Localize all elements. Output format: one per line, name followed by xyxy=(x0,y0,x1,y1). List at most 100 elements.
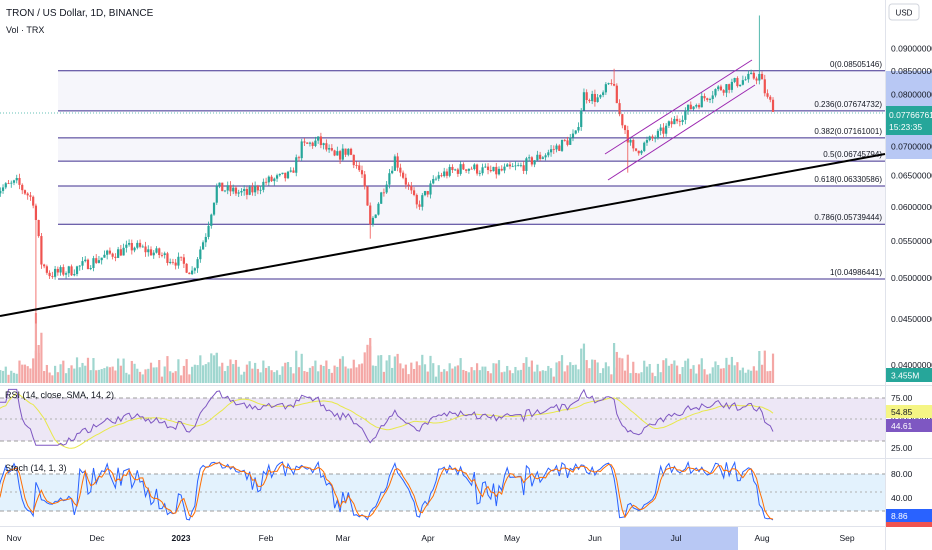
volume-bar xyxy=(632,361,635,383)
volume-bar xyxy=(43,370,46,383)
volume-bar xyxy=(210,353,213,383)
volume-bar xyxy=(610,374,613,383)
candle-body xyxy=(210,214,213,226)
volume-bar xyxy=(769,370,772,383)
volume-bar xyxy=(640,372,643,383)
volume-bar xyxy=(201,365,205,383)
volume-bar xyxy=(522,363,525,383)
volume-bar xyxy=(295,350,298,383)
candle-body xyxy=(15,177,18,181)
candle-body xyxy=(317,136,320,141)
volume-bar xyxy=(423,364,427,383)
candle-body xyxy=(196,259,199,269)
time-axis[interactable]: Nov Dec 2023 Feb Mar Apr May Jun Jul Aug Sep xyxy=(6,533,854,543)
candle-body xyxy=(92,258,95,269)
trendline[interactable] xyxy=(0,153,886,317)
candle-body xyxy=(136,242,139,248)
candle-body xyxy=(604,84,607,93)
candle-body xyxy=(711,95,714,100)
time-tick: 2023 xyxy=(172,533,191,543)
candle-body xyxy=(755,78,758,81)
volume-bar xyxy=(703,369,706,383)
candle-body xyxy=(588,100,591,102)
candle-body xyxy=(45,266,48,273)
candle-body xyxy=(106,250,109,255)
volume-label: Vol · TRX xyxy=(6,25,44,35)
candle-body xyxy=(234,187,238,194)
volume-bar xyxy=(188,374,191,383)
volume-bar xyxy=(714,361,717,383)
volume-bar xyxy=(341,356,344,383)
volume-bar xyxy=(232,364,235,383)
currency-button[interactable] xyxy=(888,3,920,21)
channel-upper[interactable] xyxy=(604,59,753,155)
volume-bar xyxy=(122,358,125,383)
volume-bar xyxy=(686,358,690,383)
channel-lower[interactable] xyxy=(607,84,756,181)
volume-bar xyxy=(218,366,221,383)
current-price-value: 0.07766761 xyxy=(889,110,932,120)
candle-body xyxy=(401,172,405,178)
candle-body xyxy=(119,249,122,256)
volume-bar xyxy=(440,371,443,383)
volume-bar xyxy=(136,368,139,383)
candle-body xyxy=(689,104,692,110)
candle-body xyxy=(662,127,665,134)
candle-body xyxy=(64,273,68,275)
candle-body xyxy=(582,92,586,111)
candle-body xyxy=(749,72,753,74)
price-tick: 0.04000000 xyxy=(891,360,932,370)
candle-body xyxy=(352,154,355,166)
volume-bar xyxy=(755,370,758,383)
volume-bar xyxy=(111,366,114,383)
price-tick: 0.06000000 xyxy=(891,202,932,212)
candle-body xyxy=(369,205,372,225)
rsi-ma-line xyxy=(0,392,774,449)
volume-bar xyxy=(676,365,679,383)
candle-body xyxy=(344,148,347,155)
volume-bar xyxy=(648,363,651,383)
candle-body xyxy=(478,173,481,175)
candle-body xyxy=(610,83,613,84)
volume-bar xyxy=(23,364,27,383)
candle-body xyxy=(127,242,131,245)
volume-bar xyxy=(566,365,569,383)
volume-bar xyxy=(421,354,424,383)
volume-bar xyxy=(149,362,153,383)
volume-badge-value: 3.455M xyxy=(891,371,919,381)
volume-bar xyxy=(319,364,322,383)
candle-body xyxy=(237,192,240,194)
candle-body xyxy=(40,236,43,265)
candle-body xyxy=(169,261,172,263)
volume-bar xyxy=(270,370,273,383)
volume-bar xyxy=(484,366,487,383)
candle-body xyxy=(12,180,16,183)
candle-body xyxy=(377,203,380,215)
candle-body xyxy=(95,258,98,263)
candle-body xyxy=(328,148,331,150)
volume-bar xyxy=(489,373,492,383)
volume-bar xyxy=(303,371,306,383)
volume-bar xyxy=(547,365,550,383)
candle-body xyxy=(423,191,427,196)
candle-body xyxy=(415,194,418,205)
price-tick: 0.04500000 xyxy=(891,314,932,324)
volume-bar xyxy=(569,362,572,383)
candle-body xyxy=(744,79,747,81)
rsi-badge-ma-value: 54.85 xyxy=(891,407,913,417)
candle-body xyxy=(623,125,627,131)
candle-body xyxy=(593,93,597,102)
candle-body xyxy=(207,225,210,237)
candle-body xyxy=(56,268,59,273)
volume-bar xyxy=(684,360,687,383)
candle-body xyxy=(86,259,90,270)
fib-level-label: 0.786(0.05739444) xyxy=(814,213,882,222)
candle-body xyxy=(566,140,569,145)
volume-bar xyxy=(763,350,766,383)
volume-bar xyxy=(585,360,588,383)
volume-bar xyxy=(695,373,698,383)
candle-body xyxy=(232,187,235,192)
candle-body xyxy=(259,189,262,191)
volume-bar xyxy=(221,362,224,383)
